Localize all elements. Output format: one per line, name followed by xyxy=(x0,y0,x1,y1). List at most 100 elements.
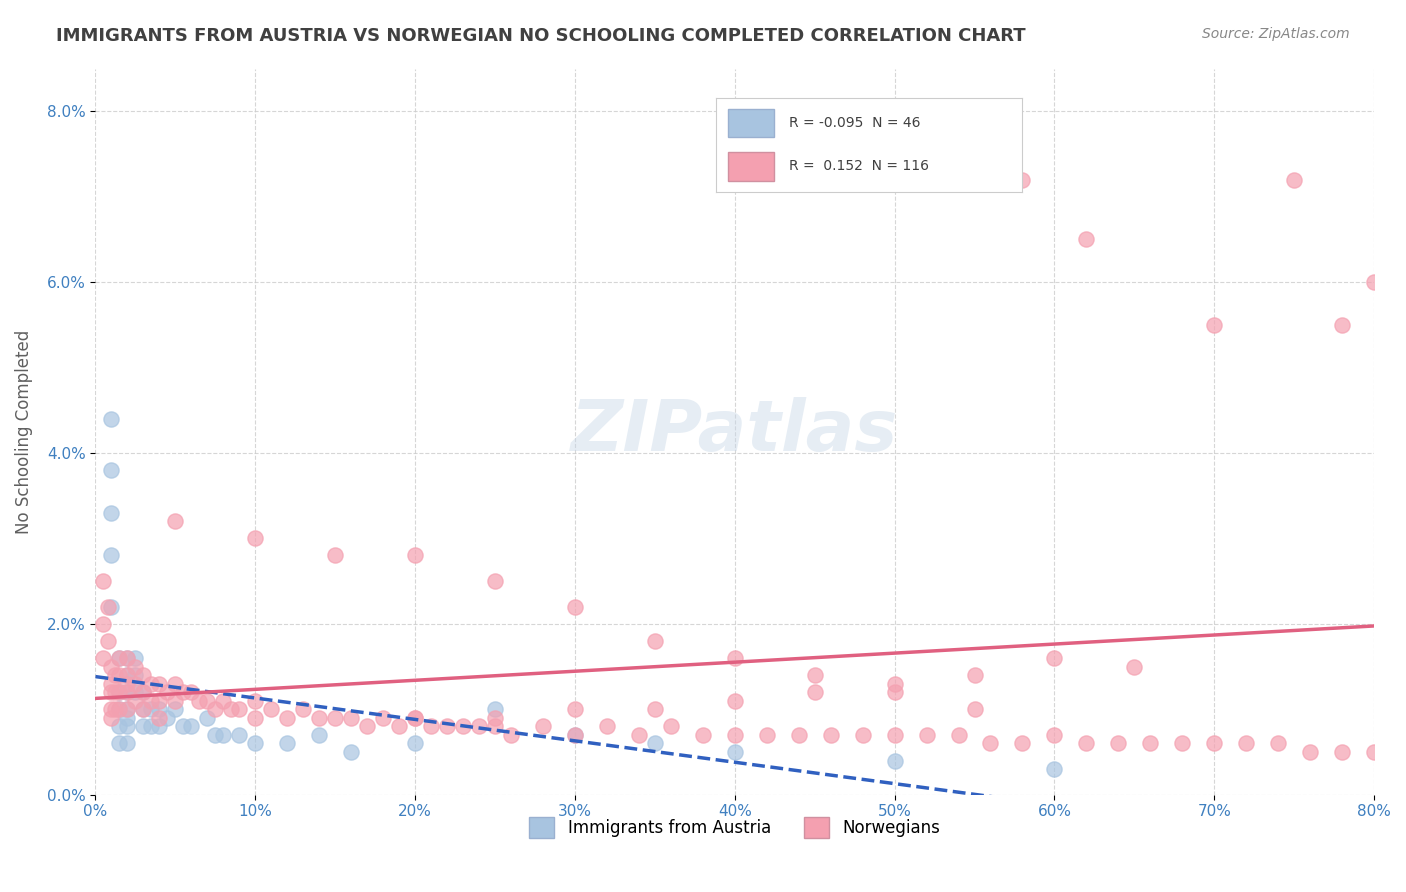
Point xyxy=(124,651,146,665)
Point xyxy=(644,634,666,648)
Point xyxy=(132,685,155,699)
Point xyxy=(195,711,218,725)
Point xyxy=(204,728,226,742)
Point xyxy=(436,719,458,733)
Y-axis label: No Schooling Completed: No Schooling Completed xyxy=(15,329,32,533)
Point xyxy=(308,711,330,725)
Point xyxy=(484,719,506,733)
Point xyxy=(404,736,426,750)
Point xyxy=(141,676,163,690)
Point xyxy=(117,711,139,725)
Point xyxy=(117,702,139,716)
Point xyxy=(108,702,131,716)
Point xyxy=(883,676,905,690)
Point xyxy=(165,694,187,708)
Point xyxy=(188,694,211,708)
Point xyxy=(117,685,139,699)
Point xyxy=(1234,736,1257,750)
Point xyxy=(1331,318,1354,332)
Point xyxy=(724,728,747,742)
Point xyxy=(883,754,905,768)
Point xyxy=(1362,275,1385,289)
Point xyxy=(100,702,122,716)
Point xyxy=(260,702,283,716)
Point xyxy=(204,702,226,716)
Point xyxy=(228,728,250,742)
Point xyxy=(165,514,187,528)
Point xyxy=(499,728,522,742)
Point xyxy=(1043,728,1066,742)
Point xyxy=(117,668,139,682)
Point xyxy=(212,728,235,742)
Point xyxy=(1076,736,1098,750)
Point xyxy=(1011,736,1033,750)
Point xyxy=(148,711,170,725)
Point xyxy=(963,702,986,716)
Point xyxy=(180,719,202,733)
Point xyxy=(1171,736,1194,750)
Point xyxy=(97,634,120,648)
Point xyxy=(627,728,650,742)
Point xyxy=(1204,736,1226,750)
Point xyxy=(156,711,179,725)
Point xyxy=(323,549,346,563)
Point xyxy=(104,668,127,682)
Point xyxy=(165,676,187,690)
Point xyxy=(1043,651,1066,665)
Point xyxy=(212,694,235,708)
Point xyxy=(484,574,506,588)
Point xyxy=(108,685,131,699)
Point xyxy=(564,702,586,716)
Point xyxy=(100,506,122,520)
Point xyxy=(124,659,146,673)
Point xyxy=(787,728,810,742)
Point xyxy=(803,685,825,699)
Point xyxy=(132,702,155,716)
Point xyxy=(108,702,131,716)
Point xyxy=(404,711,426,725)
Point xyxy=(356,719,378,733)
Point xyxy=(228,702,250,716)
Point xyxy=(484,711,506,725)
Point xyxy=(124,668,146,682)
Point xyxy=(117,685,139,699)
Point xyxy=(915,728,938,742)
Point xyxy=(724,694,747,708)
Point xyxy=(404,549,426,563)
Point xyxy=(564,728,586,742)
Point xyxy=(132,668,155,682)
Legend: Immigrants from Austria, Norwegians: Immigrants from Austria, Norwegians xyxy=(523,811,948,845)
Point xyxy=(100,711,122,725)
Point xyxy=(340,711,363,725)
Point xyxy=(245,694,267,708)
Point xyxy=(93,574,115,588)
Point xyxy=(963,668,986,682)
Point xyxy=(692,728,714,742)
Point xyxy=(564,728,586,742)
Point xyxy=(979,736,1001,750)
Point xyxy=(100,412,122,426)
Point xyxy=(644,736,666,750)
Point xyxy=(117,736,139,750)
Point xyxy=(820,728,842,742)
Point xyxy=(724,651,747,665)
Point xyxy=(93,616,115,631)
Point xyxy=(276,711,298,725)
Point xyxy=(644,702,666,716)
Point xyxy=(1107,736,1129,750)
Point xyxy=(117,676,139,690)
Text: IMMIGRANTS FROM AUSTRIA VS NORWEGIAN NO SCHOOLING COMPLETED CORRELATION CHART: IMMIGRANTS FROM AUSTRIA VS NORWEGIAN NO … xyxy=(56,27,1026,45)
Point xyxy=(340,745,363,759)
Point xyxy=(531,719,554,733)
Point xyxy=(108,651,131,665)
Point xyxy=(108,719,131,733)
Point xyxy=(1123,659,1146,673)
Point xyxy=(1011,172,1033,186)
Text: ZIPatlas: ZIPatlas xyxy=(571,397,898,467)
Point xyxy=(117,651,139,665)
Point xyxy=(100,676,122,690)
Point xyxy=(100,659,122,673)
Point xyxy=(117,651,139,665)
Point xyxy=(124,685,146,699)
Point xyxy=(93,651,115,665)
